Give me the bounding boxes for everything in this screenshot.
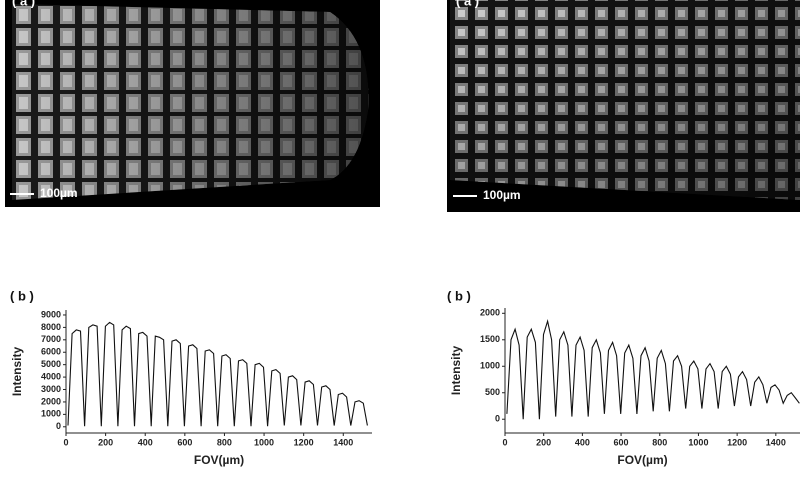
x-tick-label: 1400 (333, 437, 353, 447)
x-tick-label: 400 (575, 437, 590, 447)
y-tick-label: 2000 (41, 396, 61, 406)
x-tick-label: 400 (138, 437, 153, 447)
y-tick-label: 0 (56, 421, 61, 431)
x-tick-label: 800 (217, 437, 232, 447)
intensity-line (67, 321, 368, 427)
scale-bar-label: 100µm (483, 188, 521, 202)
image-left: ( a ) 100µm (5, 0, 380, 207)
y-tick-label: 6000 (41, 347, 61, 357)
y-tick-label: 8000 (41, 322, 61, 332)
x-tick-label: 1000 (254, 437, 274, 447)
x-tick-label: 1400 (766, 437, 786, 447)
x-tick-label: 200 (98, 437, 113, 447)
scale-bar-label: 100µm (40, 186, 78, 200)
x-axis-label: FOV(µm) (194, 453, 244, 467)
y-tick-label: 500 (485, 387, 500, 397)
x-tick-label: 600 (614, 437, 629, 447)
y-tick-label: 5000 (41, 359, 61, 369)
intensity-line (506, 319, 800, 420)
y-tick-label: 4000 (41, 371, 61, 381)
panel-label: ( b ) (10, 288, 34, 303)
y-axis-label: Intensity (449, 346, 463, 396)
x-tick-label: 0 (63, 437, 68, 447)
image-label: ( a ) (12, 0, 35, 8)
y-tick-label: 0 (495, 414, 500, 424)
image-label: ( a ) (456, 0, 479, 8)
y-tick-label: 9000 (41, 309, 61, 319)
y-tick-label: 1000 (480, 361, 500, 371)
y-axis-label: Intensity (10, 347, 24, 397)
y-tick-label: 1500 (480, 334, 500, 344)
y-tick-label: 7000 (41, 334, 61, 344)
y-tick-label: 3000 (41, 384, 61, 394)
x-tick-label: 600 (177, 437, 192, 447)
x-axis-label: FOV(µm) (617, 453, 667, 467)
x-tick-label: 1000 (688, 437, 708, 447)
y-tick-label: 2000 (480, 308, 500, 318)
x-tick-label: 1200 (727, 437, 747, 447)
y-tick-label: 1000 (41, 409, 61, 419)
panel-label: ( b ) (447, 288, 471, 303)
x-tick-label: 200 (536, 437, 551, 447)
image-right: ( a ) 100µm (447, 0, 800, 212)
x-tick-label: 1200 (294, 437, 314, 447)
x-tick-label: 0 (502, 437, 507, 447)
x-tick-label: 800 (652, 437, 667, 447)
